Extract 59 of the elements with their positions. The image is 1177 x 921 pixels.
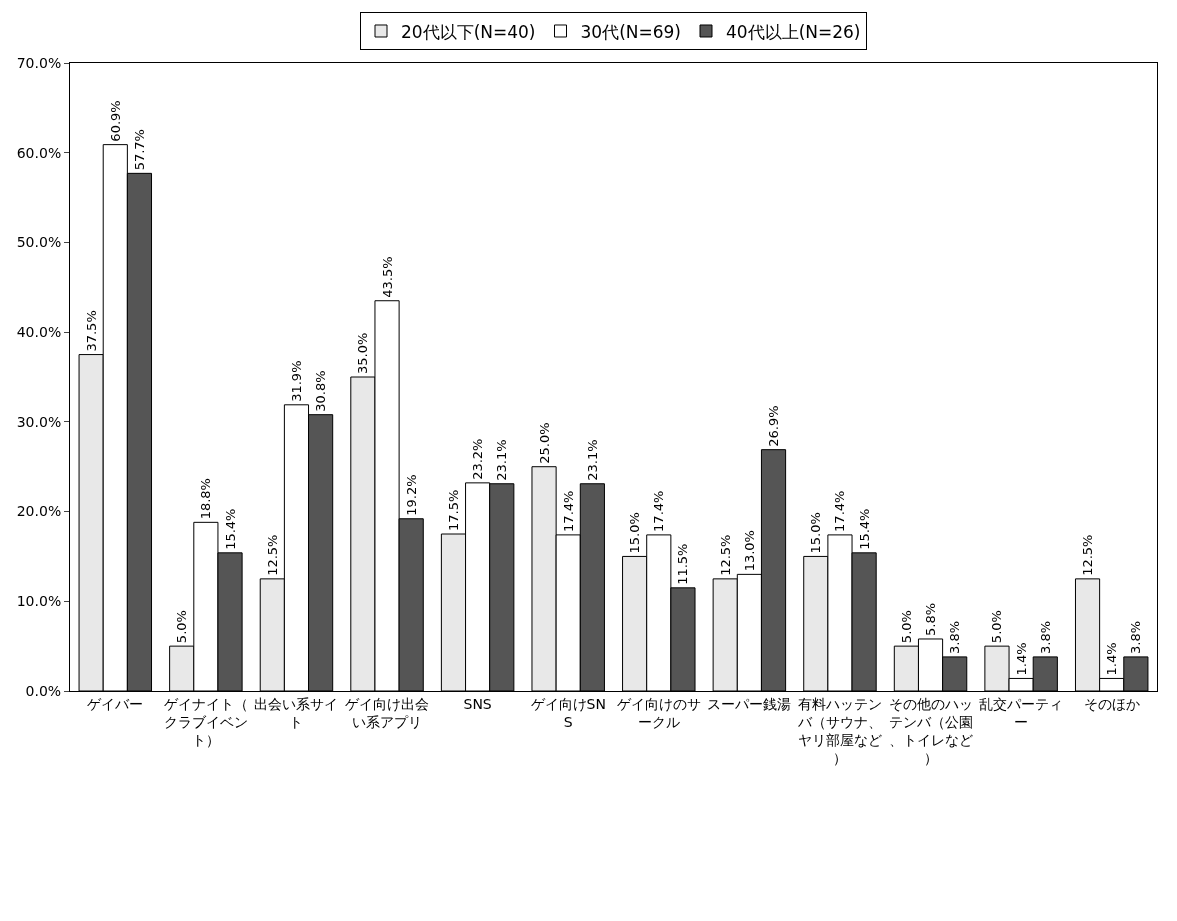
data-label: 13.0% (741, 530, 757, 572)
x-tick-label: スーパー銭湯 (707, 695, 792, 712)
data-label: 5.8% (923, 602, 939, 636)
x-tick-label: ゲイ向け出会い系アプリ (345, 695, 430, 730)
data-label: 60.9% (107, 100, 123, 142)
data-label: 12.5% (1080, 534, 1096, 576)
y-tick-label: 50.0% (16, 234, 62, 251)
legend-label: 40代以上(N=26) (726, 21, 861, 42)
data-label: 3.8% (947, 620, 963, 654)
x-tick-label: ゲイ向けSNS (530, 695, 606, 730)
data-label: 5.0% (989, 610, 1005, 644)
data-label: 3.8% (1037, 620, 1053, 654)
data-label: 12.5% (717, 534, 733, 576)
y-tick-label: 10.0% (16, 593, 62, 610)
data-label: 1.4% (1013, 642, 1029, 676)
x-tick-label: そのほか (1083, 695, 1140, 712)
data-label: 35.0% (355, 332, 371, 374)
data-label: 23.2% (470, 438, 486, 480)
x-tick-label: ゲイ向けのサークル (616, 695, 701, 730)
y-tick-label: 70.0% (16, 54, 62, 71)
x-tick-label: その他のハッテンバ（公園、トイレなど） (888, 695, 973, 767)
data-label: 17.4% (832, 490, 848, 532)
data-label: 15.0% (808, 512, 824, 554)
y-tick-label: 40.0% (16, 324, 62, 341)
data-label: 3.8% (1128, 620, 1144, 654)
data-label: 30.8% (313, 370, 329, 412)
data-label: 5.0% (898, 610, 914, 644)
y-tick-label: 30.0% (16, 413, 62, 430)
x-tick-label: 出会い系サイト (254, 695, 339, 730)
data-label: 18.8% (198, 478, 214, 520)
data-label: 43.5% (379, 256, 395, 298)
data-label: 57.7% (131, 129, 147, 171)
data-label: 15.4% (222, 508, 238, 550)
y-tick-label: 20.0% (16, 503, 62, 520)
data-label: 12.5% (264, 534, 280, 576)
x-tick-label: 有料ハッテンバ（サウナ、ヤリ部屋など） (796, 695, 882, 767)
data-label: 15.4% (856, 508, 872, 550)
x-tick-label: SNS (463, 695, 492, 712)
data-label: 15.0% (627, 512, 643, 554)
data-label: 17.4% (560, 490, 576, 532)
data-label: 19.2% (403, 474, 419, 516)
data-label: 31.9% (288, 360, 304, 402)
data-label: 5.0% (174, 610, 190, 644)
data-label: 17.4% (651, 490, 667, 532)
x-tick-label: ゲイバー (87, 695, 144, 712)
data-label: 1.4% (1104, 642, 1120, 676)
data-label: 26.9% (766, 405, 782, 447)
legend-label: 30代(N=69) (580, 21, 681, 42)
legend-label: 20代以下(N=40) (401, 21, 536, 42)
data-label: 17.5% (445, 489, 461, 531)
data-label: 11.5% (675, 543, 691, 585)
data-label: 23.1% (584, 439, 600, 481)
x-tick-label: ゲイナイト（クラブイベント） (163, 695, 248, 749)
data-label: 23.1% (494, 439, 510, 481)
data-label: 25.0% (536, 422, 552, 464)
x-tick-label: 乱交パーティー (979, 695, 1064, 730)
y-tick-label: 60.0% (16, 144, 62, 161)
data-label: 37.5% (83, 310, 99, 352)
y-tick-label: 0.0% (25, 682, 62, 699)
